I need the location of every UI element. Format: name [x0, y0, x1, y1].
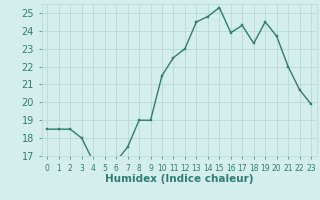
X-axis label: Humidex (Indice chaleur): Humidex (Indice chaleur) — [105, 174, 253, 184]
